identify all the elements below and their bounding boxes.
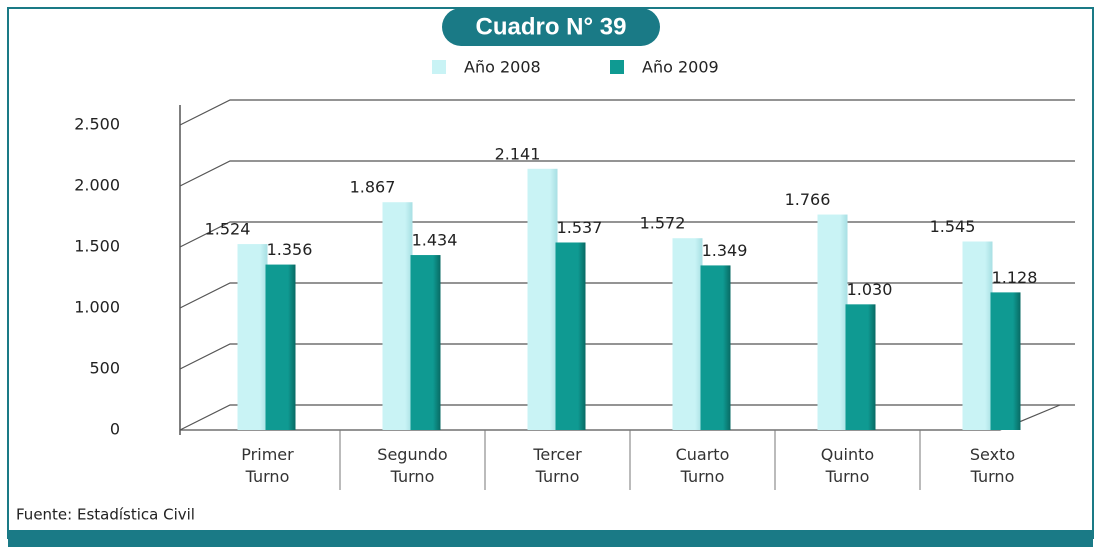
legend-swatch [610,60,624,74]
footer-band [8,530,1093,547]
bar [700,265,731,430]
x-tick-label-box: Cuarto Turno [675,445,730,486]
grid-line [179,160,1075,187]
bar [410,255,441,430]
grid-line [179,343,1075,370]
bar [382,202,413,430]
y-tick-label: 1.000 [74,298,120,317]
y-tick-label: 2.500 [74,115,120,134]
value-label: 1.766 [785,190,831,209]
grid-line [179,221,1075,248]
value-label: 1.434 [412,231,458,250]
grid-line [179,99,1075,126]
bar [672,238,703,430]
bar [962,241,993,430]
bar [265,264,296,430]
x-tick-label-box: Sexto Turno [969,445,1016,486]
grid-line [179,282,1075,309]
title-pill [442,8,660,46]
bar [555,242,586,430]
x-tick-label-box: Primer Turno [241,445,294,486]
x-tick-label: Primer Turno [241,445,294,486]
value-label: 1.545 [930,217,976,236]
y-tick-label: 2.000 [74,176,120,195]
value-label: 1.867 [350,178,396,197]
bar [527,168,558,430]
bar [845,304,876,430]
x-tick-label: Cuarto Turno [675,445,730,486]
legend-label: Año 2009 [642,58,719,77]
x-tick-label-box: Tercer Turno [533,445,582,486]
chart-title: Cuadro N° 39 [476,13,627,40]
y-tick-label: 500 [89,359,120,378]
legend-label: Año 2008 [464,58,541,77]
value-label: 1.030 [847,280,893,299]
value-label: 1.356 [267,240,313,259]
bar [990,292,1021,430]
value-label: 1.572 [640,214,686,233]
value-label: 1.537 [557,218,603,237]
value-label: 1.349 [702,241,748,260]
source: Fuente: Estadística Civil [16,506,195,524]
value-label: 1.128 [992,268,1038,287]
value-label: 1.524 [205,220,251,239]
bar [237,244,268,430]
x-tick-label: Sexto Turno [969,445,1016,486]
y-tick-label: 0 [110,420,120,439]
x-tick-label: Segundo Turno [377,445,448,486]
x-tick-label: Tercer Turno [533,445,582,486]
x-tick-label: Quinto Turno [820,445,875,486]
x-tick-label-box: Segundo Turno [377,445,448,486]
value-label: 2.141 [495,144,541,163]
x-tick-label-box: Quinto Turno [820,445,875,486]
bar [817,214,848,430]
y-tick-label: 1.500 [74,237,120,256]
grid-line [179,404,1075,431]
legend-swatch [432,60,446,74]
